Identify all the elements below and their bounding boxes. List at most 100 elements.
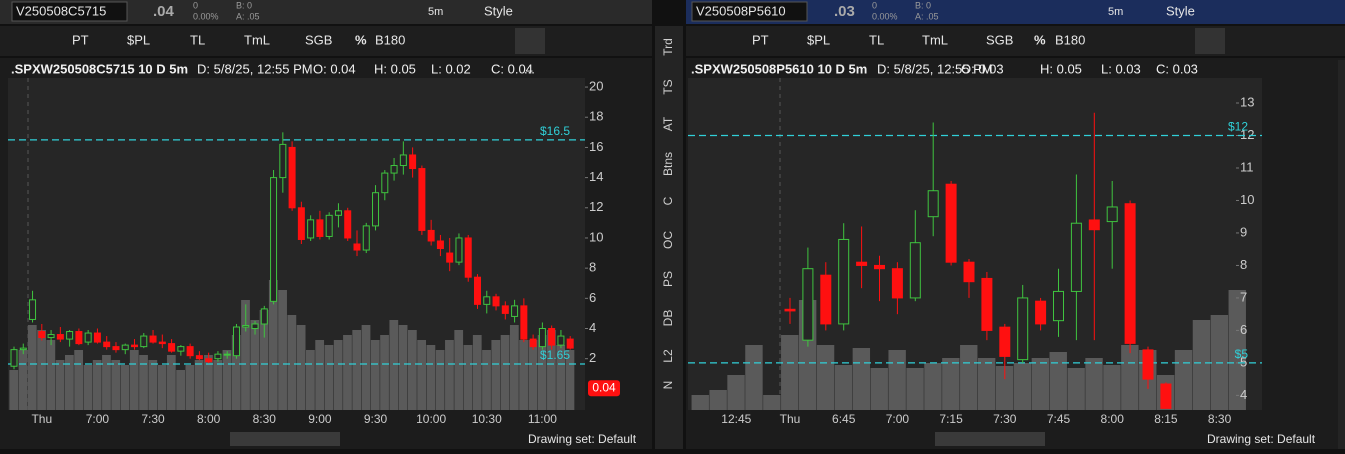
bid: B: 0 (915, 0, 931, 10)
side-tab[interactable]: PS (661, 271, 675, 287)
drawing-set[interactable]: Drawing set: Default (1207, 432, 1316, 446)
volume-bar (407, 330, 417, 410)
candle-body (566, 338, 574, 349)
x-tick-label: 8:30 (1208, 412, 1232, 426)
x-tick-label: 7:45 (1047, 412, 1071, 426)
candle-body (538, 328, 546, 348)
tool[interactable]: SGB (305, 32, 332, 47)
y-tick-label: 8 (589, 260, 596, 275)
candle-body (186, 346, 194, 357)
tool[interactable]: TmL (922, 32, 948, 47)
close-label: C: 0.04 (491, 61, 533, 76)
low-label: L: 0.02 (431, 61, 471, 76)
scrollbar[interactable] (935, 432, 1045, 446)
side-tab[interactable]: C (661, 196, 675, 205)
price-line-label: $5 (1235, 347, 1249, 361)
volume-bar (834, 365, 853, 410)
side-tab[interactable]: Trd (661, 38, 675, 56)
volume-bar (157, 365, 167, 410)
tool[interactable]: B180 (1055, 32, 1085, 47)
side-tab[interactable]: L2 (661, 349, 675, 363)
volume-bar (194, 360, 204, 410)
candle-body (195, 355, 203, 360)
side-tab[interactable]: Btns (661, 152, 675, 176)
volume-bar (259, 310, 269, 410)
y-tick-label: 9 (1240, 224, 1247, 239)
candle-body (963, 261, 975, 283)
x-tick-label: 7:15 (939, 412, 963, 426)
candle-body (334, 210, 342, 216)
volume-bar (352, 330, 362, 410)
tool[interactable]: $PL (807, 32, 830, 47)
volume-bar (491, 340, 501, 410)
tool[interactable]: % (1034, 32, 1046, 47)
x-tick-label: 12:45 (721, 412, 751, 426)
symbol[interactable]: V250508C5715 (16, 3, 106, 18)
open-label: O: 0.03 (961, 61, 1004, 76)
interval[interactable]: 5m (428, 6, 443, 18)
candle-body (1070, 222, 1082, 292)
side-tab[interactable]: AT (661, 116, 675, 131)
tool[interactable]: TL (190, 32, 205, 47)
volume-bar (509, 325, 519, 410)
volume-bar (888, 350, 906, 410)
scrollbar[interactable] (230, 432, 340, 446)
tool[interactable]: PT (72, 32, 89, 47)
candle-body (492, 296, 500, 307)
candle-body (483, 296, 491, 305)
price-line-label: $12 (1228, 120, 1248, 134)
side-tab[interactable]: N (661, 381, 675, 390)
volume-bar (250, 320, 260, 410)
side-tab[interactable]: OC (661, 231, 675, 249)
candle-body (1106, 206, 1118, 223)
tool[interactable]: $PL (127, 32, 150, 47)
volume-bar (102, 355, 111, 410)
symbol[interactable]: V250508P5610 (696, 3, 786, 18)
tool[interactable]: % (355, 32, 367, 47)
bar-date: D: 5/8/25, 12:55 PM (197, 61, 313, 76)
layout-button[interactable] (515, 28, 545, 54)
y-tick-label: 13 (1240, 94, 1254, 109)
x-tick-label: 11:00 (528, 412, 557, 426)
y-tick-label: 2 (589, 350, 596, 365)
x-tick-label: 7:00 (86, 412, 110, 426)
symbol-box[interactable] (11, 1, 128, 22)
low-label: L: 0.03 (1101, 61, 1141, 76)
tool[interactable]: PT (752, 32, 769, 47)
candle-body (242, 324, 250, 328)
side-tab[interactable]: DB (661, 310, 675, 327)
candle-body (75, 331, 83, 345)
volume-bar (370, 340, 380, 410)
more[interactable]: ... (524, 61, 535, 76)
candle-body (297, 207, 305, 240)
style-menu[interactable]: Style (1166, 3, 1195, 18)
volume-bar (241, 300, 250, 410)
drawing-set[interactable]: Drawing set: Default (528, 432, 637, 446)
close-label: C: 0.03 (1156, 61, 1198, 76)
volume-bar (852, 348, 871, 410)
style-menu[interactable]: Style (484, 3, 513, 18)
tool[interactable]: B180 (375, 32, 405, 47)
candle-body (177, 346, 185, 352)
x-tick-label: 8:00 (197, 412, 221, 426)
candle-body (520, 305, 528, 340)
y-tick-label: 6 (1240, 322, 1247, 337)
candle-body (344, 210, 352, 239)
volume-bar (287, 315, 297, 410)
symbol-box[interactable] (691, 1, 808, 22)
volume-bar (565, 350, 575, 410)
x-tick-label: Thu (31, 412, 52, 426)
ask: A: .05 (236, 11, 260, 21)
tool[interactable]: SGB (986, 32, 1013, 47)
tool[interactable]: TL (869, 32, 884, 47)
side-tab[interactable]: TS (661, 79, 675, 94)
volume-bar (83, 365, 93, 410)
change: 0 (193, 0, 198, 10)
interval[interactable]: 5m (1108, 6, 1123, 18)
tool[interactable]: TmL (244, 32, 270, 47)
layout-button[interactable] (1195, 28, 1225, 54)
volume-bar (222, 350, 232, 410)
candle-body (1088, 219, 1100, 231)
candle-body (168, 343, 176, 352)
candle-body (909, 242, 921, 299)
